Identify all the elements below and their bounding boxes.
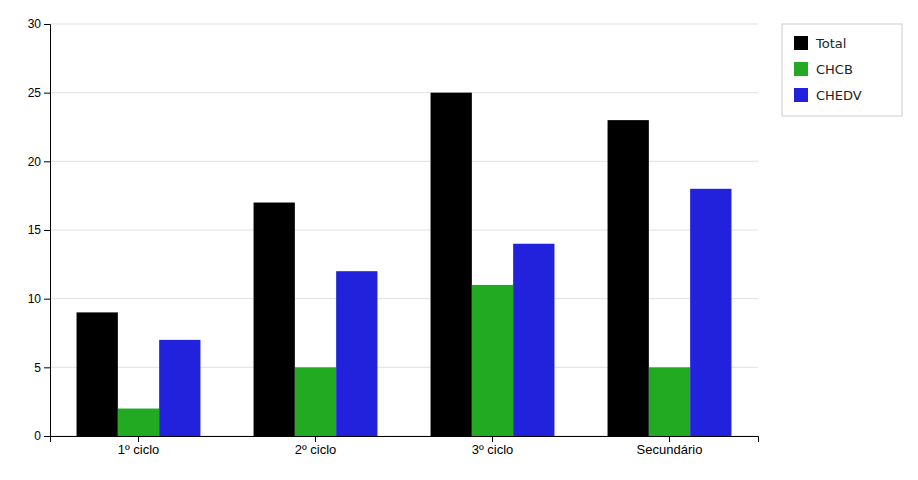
y-tick-label: 10 (28, 292, 42, 306)
y-tick-label: 30 (28, 17, 42, 31)
x-tick-mark (669, 436, 670, 442)
legend-swatch (794, 36, 808, 50)
bar (608, 120, 649, 436)
bar (690, 189, 731, 436)
bar (118, 409, 159, 436)
bar-series (118, 285, 690, 436)
y-tick-label: 0 (34, 429, 41, 443)
y-tick-label: 15 (28, 223, 42, 237)
bar (77, 312, 118, 436)
y-tick-label: 25 (28, 86, 42, 100)
y-tick: 5 (34, 361, 50, 375)
x-tick-mark (315, 436, 316, 442)
bar (649, 367, 690, 436)
grid-line (50, 298, 758, 299)
y-tick: 25 (28, 86, 50, 100)
y-tick-mark (44, 367, 50, 368)
bar-series (77, 93, 649, 436)
x-tick-label: Secundário (637, 442, 703, 457)
grid-line (50, 161, 758, 162)
y-tick: 10 (28, 292, 50, 306)
legend-item: CHCB (794, 62, 853, 77)
chart: 1º ciclo 2º ciclo 3º ciclo Secundário 0 5 10 15… (0, 0, 918, 480)
bar (472, 285, 513, 436)
bar (513, 244, 554, 436)
y-tick-mark (44, 299, 50, 300)
grid-line (50, 92, 758, 93)
legend-item: CHEDV (794, 88, 862, 103)
legend-label: CHCB (816, 62, 853, 77)
x-tick-mark (492, 436, 493, 442)
legend-frame (782, 24, 902, 116)
y-tick-mark (44, 93, 50, 94)
x-tick-label: 3º ciclo (472, 442, 514, 457)
y-tick-mark (44, 24, 50, 25)
bar (336, 271, 377, 436)
legend-label: CHEDV (816, 88, 862, 103)
bar (431, 93, 472, 436)
legend-swatch (794, 88, 808, 102)
y-tick: 20 (28, 155, 50, 169)
y-tick-label: 5 (34, 361, 41, 375)
legend: Total CHCB CHEDV (782, 24, 902, 116)
bars (77, 93, 732, 436)
bar-series (159, 189, 731, 436)
x-tick-mark (138, 436, 139, 442)
y-tick: 30 (28, 17, 50, 31)
legend-item: Total (794, 36, 846, 51)
y-tick-mark (44, 230, 50, 231)
x-tick: 1º ciclo (118, 436, 160, 457)
x-tick-label: 2º ciclo (295, 442, 337, 457)
grid-line (50, 24, 758, 25)
bar (159, 340, 200, 436)
y-tick-mark (44, 436, 50, 437)
bar (254, 203, 295, 436)
x-tick: Secundário (637, 436, 703, 457)
y-axis: 0 5 10 15 20 25 30 (28, 17, 51, 443)
y-tick-label: 20 (28, 155, 42, 169)
legend-label: Total (815, 36, 846, 51)
bar (295, 367, 336, 436)
legend-swatch (794, 62, 808, 76)
x-tick: 2º ciclo (295, 436, 337, 457)
plot: 1º ciclo 2º ciclo 3º ciclo Secundário 0 5 10 15… (28, 17, 759, 457)
grid (50, 24, 758, 436)
x-axis: 1º ciclo 2º ciclo 3º ciclo Secundário (51, 436, 759, 457)
grid-line (50, 230, 758, 231)
x-tick-label: 1º ciclo (118, 442, 160, 457)
axis-domain (44, 25, 51, 437)
y-tick: 0 (34, 429, 50, 443)
y-tick-mark (44, 161, 50, 162)
axis-domain (51, 437, 759, 443)
x-tick: 3º ciclo (472, 436, 514, 457)
y-tick: 15 (28, 223, 50, 237)
